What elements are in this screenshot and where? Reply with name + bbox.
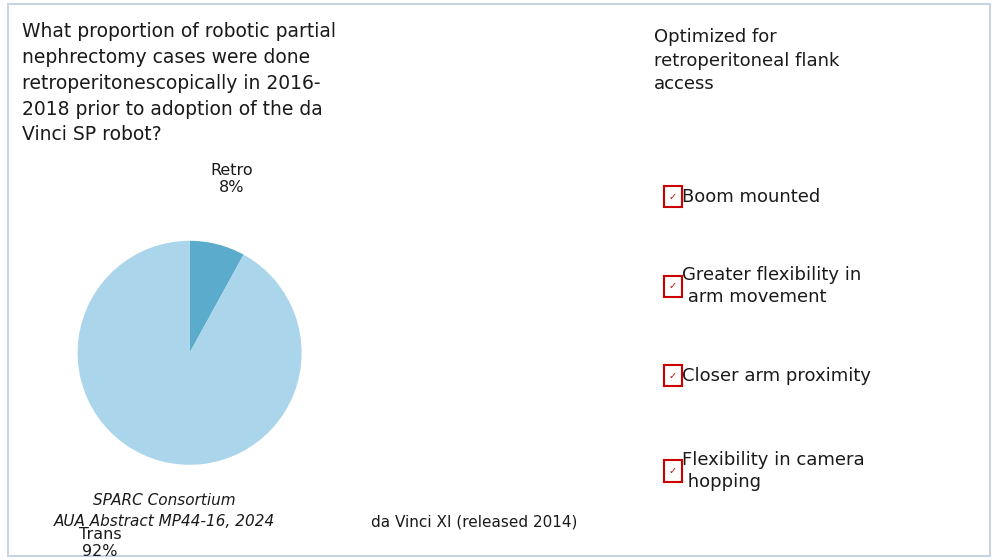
- Text: ✓: ✓: [669, 281, 677, 291]
- Text: Flexibility in camera
 hopping: Flexibility in camera hopping: [682, 451, 864, 491]
- Text: Boom mounted: Boom mounted: [682, 188, 820, 206]
- Bar: [664, 276, 682, 297]
- Text: ✓: ✓: [669, 371, 677, 381]
- Text: SPARC Consortium
AUA Abstract MP44-16, 2024: SPARC Consortium AUA Abstract MP44-16, 2…: [54, 493, 275, 529]
- Text: Trans
92%: Trans 92%: [79, 527, 122, 559]
- Text: What proportion of robotic partial
nephrectomy cases were done
retroperitonescop: What proportion of robotic partial nephr…: [22, 22, 336, 144]
- Bar: [664, 186, 682, 207]
- Text: da Vinci XI (released 2014): da Vinci XI (released 2014): [371, 514, 577, 529]
- Text: Retro
8%: Retro 8%: [211, 163, 252, 195]
- Text: ✓: ✓: [669, 466, 677, 476]
- Text: ✓: ✓: [669, 192, 677, 202]
- Text: Greater flexibility in
 arm movement: Greater flexibility in arm movement: [682, 266, 861, 306]
- Wedge shape: [190, 241, 244, 353]
- Bar: [664, 460, 682, 482]
- Bar: [664, 365, 682, 386]
- Text: Optimized for
retroperitoneal flank
access: Optimized for retroperitoneal flank acce…: [654, 28, 839, 93]
- Wedge shape: [78, 241, 301, 465]
- Text: Closer arm proximity: Closer arm proximity: [682, 367, 870, 385]
